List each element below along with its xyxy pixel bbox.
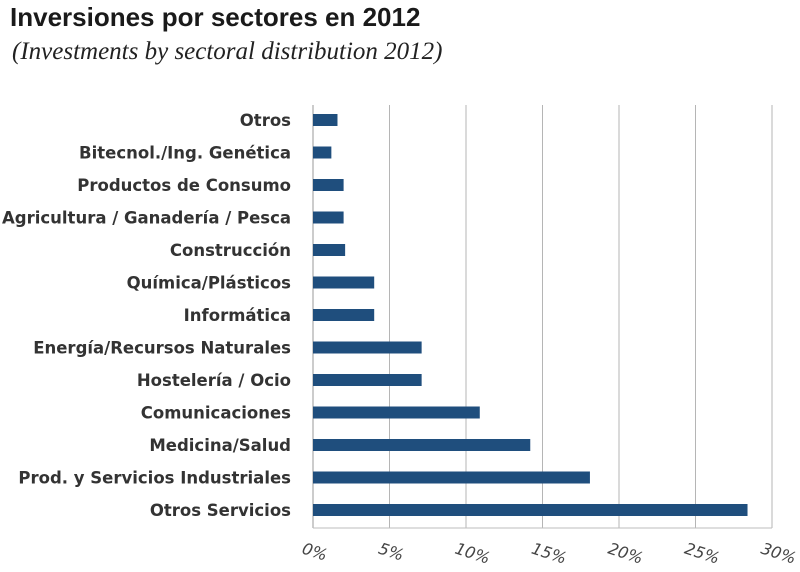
bar [313,114,338,126]
x-tick-label: 25% [682,539,722,568]
bar [313,179,344,191]
x-tick-label: 15% [529,539,569,568]
category-label: Comunicaciones [141,404,291,423]
x-tick-label: 0% [300,539,330,565]
bar [313,341,422,354]
chart-title: Inversiones por sectores en 2012 [10,2,421,32]
category-label: Energía/Recursos Naturales [33,339,291,358]
category-label: Construcción [170,241,291,260]
bar [313,276,375,289]
bar [313,471,590,484]
category-label: Hostelería / Ocio [137,371,291,390]
bar [313,309,375,321]
x-tick-label: 5% [376,539,406,565]
bar [313,439,531,451]
category-label: Prod. y Servicios Industriales [18,469,291,488]
bar [313,146,332,159]
bar [313,374,422,386]
x-tick-label: 10% [453,539,493,568]
category-label: Otros Servicios [150,501,291,520]
category-label: Medicina/Salud [149,436,291,455]
chart-subtitle: (Investments by sectoral distribution 20… [12,38,443,65]
bar [313,406,480,419]
category-label: Productos de Consumo [77,176,291,195]
category-label: Agricultura / Ganadería / Pesca [2,209,291,228]
category-label: Bitecnol./Ing. Genética [79,144,291,163]
x-tick-label: 20% [606,539,646,568]
x-tick-label: 30% [759,539,799,568]
bar [313,244,346,256]
category-label: Química/Plásticos [127,274,292,293]
bar [313,504,748,516]
category-label: Informática [184,306,291,325]
bar [313,211,344,224]
category-label: Otros [240,111,291,130]
